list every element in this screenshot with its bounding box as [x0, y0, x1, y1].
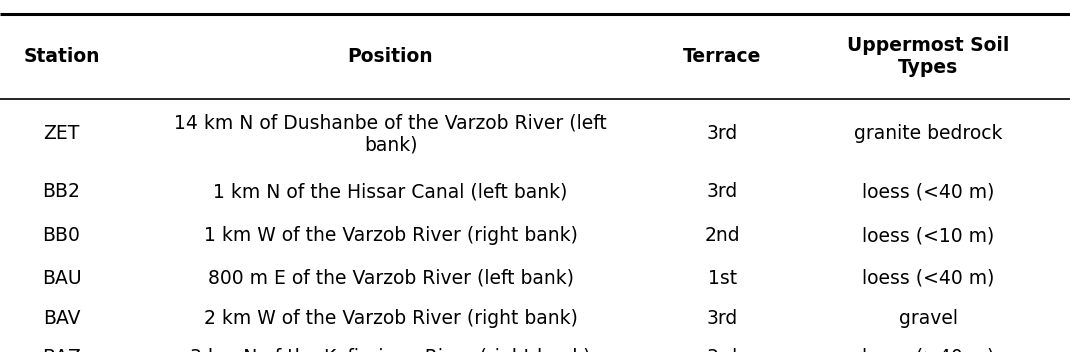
Text: BB0: BB0 [43, 226, 80, 245]
Text: 3rd: 3rd [706, 348, 738, 352]
Text: 1 km N of the Hissar Canal (left bank): 1 km N of the Hissar Canal (left bank) [213, 182, 568, 201]
Text: BAU: BAU [42, 269, 81, 288]
Text: Uppermost Soil
Types: Uppermost Soil Types [847, 36, 1009, 77]
Text: granite bedrock: granite bedrock [854, 124, 1003, 143]
Text: loess (<40 m): loess (<40 m) [862, 269, 994, 288]
Text: 800 m E of the Varzob River (left bank): 800 m E of the Varzob River (left bank) [208, 269, 574, 288]
Text: 3 km N of the Kafirnigan River (right bank): 3 km N of the Kafirnigan River (right ba… [190, 348, 591, 352]
Text: 14 km N of Dushanbe of the Varzob River (left
bank): 14 km N of Dushanbe of the Varzob River … [174, 113, 607, 154]
Text: ZET: ZET [44, 124, 79, 143]
Text: loess (<10 m): loess (<10 m) [862, 226, 994, 245]
Text: Station: Station [24, 47, 100, 66]
Text: gravel: gravel [899, 309, 958, 328]
Text: loess (<40 m): loess (<40 m) [862, 182, 994, 201]
Text: 1 km W of the Varzob River (right bank): 1 km W of the Varzob River (right bank) [203, 226, 578, 245]
Text: 3rd: 3rd [706, 124, 738, 143]
Text: 3rd: 3rd [706, 182, 738, 201]
Text: Terrace: Terrace [683, 47, 762, 66]
Text: loess (>40 m): loess (>40 m) [862, 348, 994, 352]
Text: BAZ: BAZ [42, 348, 81, 352]
Text: 3rd: 3rd [706, 309, 738, 328]
Text: Position: Position [348, 47, 433, 66]
Text: BB2: BB2 [43, 182, 80, 201]
Text: BAV: BAV [43, 309, 80, 328]
Text: 2nd: 2nd [704, 226, 740, 245]
Text: 2 km W of the Varzob River (right bank): 2 km W of the Varzob River (right bank) [203, 309, 578, 328]
Text: 1st: 1st [707, 269, 737, 288]
